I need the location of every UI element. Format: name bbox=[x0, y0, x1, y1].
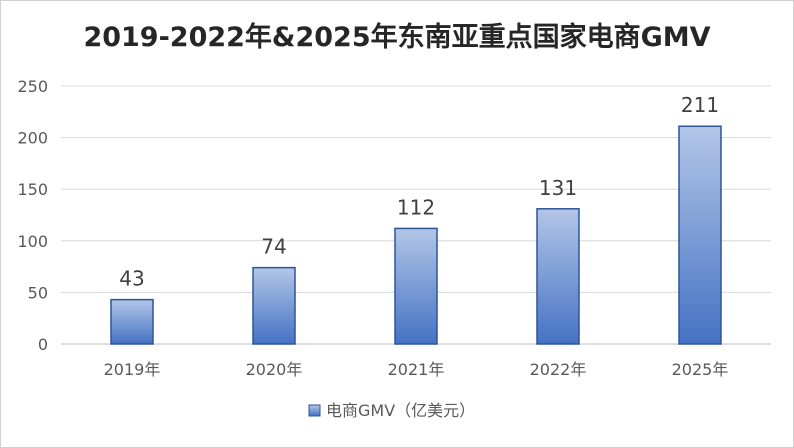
bar bbox=[110, 298, 154, 345]
y-tick-label: 250 bbox=[17, 77, 48, 96]
chart-title: 2019-2022年&2025年东南亚重点国家电商GMV bbox=[83, 21, 710, 53]
labels-layer: 43 2019年 74 2020年 112 2021年 131 2022年 211 2025年 bbox=[104, 93, 729, 379]
y-tick-label: 150 bbox=[17, 180, 48, 199]
x-tick-label: 2020年 bbox=[246, 360, 303, 379]
bar bbox=[252, 266, 296, 345]
y-tick-label: 50 bbox=[28, 283, 48, 302]
x-tick-label: 2019年 bbox=[104, 360, 161, 379]
bar bbox=[678, 125, 722, 345]
data-label: 131 bbox=[539, 176, 577, 200]
x-tick-label: 2021年 bbox=[388, 360, 445, 379]
data-label: 43 bbox=[119, 267, 144, 291]
legend-label: 电商GMV（亿美元） bbox=[326, 401, 475, 420]
x-tick-label: 2022年 bbox=[530, 360, 587, 379]
data-label: 112 bbox=[397, 195, 435, 219]
data-label: 211 bbox=[681, 93, 719, 117]
y-tick-label: 100 bbox=[17, 232, 48, 251]
bar bbox=[394, 227, 438, 345]
data-label: 74 bbox=[261, 235, 286, 259]
legend-swatch bbox=[308, 404, 321, 417]
y-tick-label: 200 bbox=[17, 129, 48, 148]
y-tick-label: 0 bbox=[38, 335, 48, 354]
x-tick-label: 2025年 bbox=[672, 360, 729, 379]
legend: 电商GMV（亿美元） bbox=[308, 401, 475, 420]
bar bbox=[536, 208, 580, 345]
bars-layer bbox=[110, 125, 722, 345]
